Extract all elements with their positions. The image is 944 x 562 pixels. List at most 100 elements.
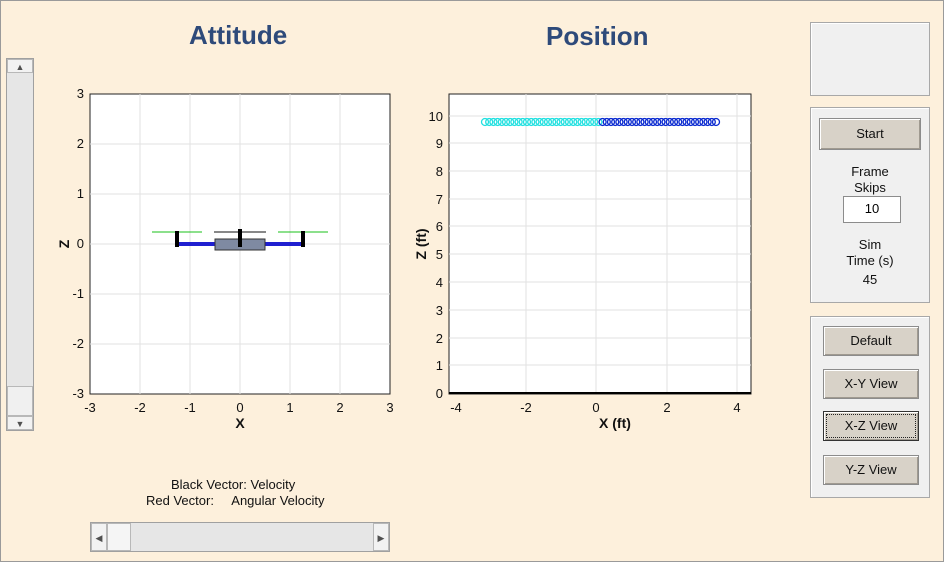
trail-marker: [699, 117, 708, 127]
trail-marker: [657, 117, 666, 127]
tick-label: -3: [84, 400, 96, 415]
tick-label: 4: [733, 400, 740, 415]
trail-marker: [480, 117, 490, 127]
trail-marker: [669, 117, 679, 127]
tick-label: 1: [436, 358, 443, 373]
trail-marker: [543, 117, 553, 127]
x-axis-label: X: [235, 415, 245, 431]
trail-marker: [493, 117, 502, 127]
legend-velocity: Black Vector: Velocity: [171, 477, 296, 492]
start-button[interactable]: Start: [819, 118, 921, 150]
tick-label: 3: [436, 303, 443, 318]
control-panel: Start Frame Skips 10 Sim Time (s) 45: [810, 107, 930, 303]
trail-marker: [497, 117, 506, 127]
tick-label: 8: [436, 164, 443, 179]
trail-marker: [653, 117, 662, 127]
tick-label: 1: [77, 186, 84, 201]
tick-label: 7: [436, 192, 443, 207]
trail-marker: [640, 117, 649, 127]
yz-view-button[interactable]: Y-Z View: [823, 455, 919, 485]
trail-marker: [577, 117, 586, 127]
frame-skips-label: Frame Skips: [851, 164, 889, 195]
tick-label: 6: [436, 219, 443, 234]
position-title: Position: [546, 21, 649, 51]
trail-marker: [556, 117, 565, 127]
scrollbar-thumb[interactable]: [7, 386, 33, 416]
arrow-right-icon[interactable]: ▶: [373, 523, 389, 551]
sim-time-value: 45: [862, 272, 878, 287]
trail-marker: [581, 117, 590, 127]
tick-label: 2: [77, 136, 84, 151]
tick-label: 4: [436, 275, 443, 290]
xz-view-button[interactable]: X-Z View: [823, 411, 919, 441]
trail-marker: [560, 117, 569, 127]
sim-time-label: Sim Time (s): [846, 237, 894, 268]
trail-marker: [606, 117, 616, 127]
tick-label: 3: [77, 86, 84, 101]
trail-marker: [665, 117, 674, 127]
trail-marker: [539, 117, 548, 127]
tick-label: 3: [386, 400, 393, 415]
trail-marker: [636, 117, 645, 127]
trail-marker: [573, 117, 582, 127]
xy-view-button[interactable]: X-Y View: [823, 369, 919, 399]
trail-marker: [674, 117, 683, 127]
tick-label: -1: [72, 286, 84, 301]
tick-label: -4: [450, 400, 462, 415]
trail-marker: [686, 117, 695, 127]
quadcopter-drawing: [152, 229, 328, 251]
trail-marker: [552, 117, 561, 127]
trail-marker: [569, 117, 578, 127]
trail-marker: [644, 117, 653, 127]
tick-label: 0: [436, 386, 443, 401]
trail-marker: [690, 117, 700, 127]
arrow-up-icon[interactable]: ▲: [7, 59, 33, 73]
trajectory-trail: [480, 117, 721, 127]
tick-label: 0: [592, 400, 599, 415]
trail-marker: [682, 117, 691, 127]
scrollbar-thumb[interactable]: [107, 523, 131, 551]
trail-marker: [485, 117, 494, 127]
tick-label: 0: [236, 400, 243, 415]
blank-panel: [810, 22, 930, 96]
trail-marker: [707, 117, 716, 127]
trail-marker: [661, 117, 670, 127]
trail-marker: [619, 117, 628, 127]
view-panel: Default X-Y View X-Z View Y-Z View: [810, 316, 930, 498]
trail-marker: [501, 117, 511, 127]
vertical-scrollbar[interactable]: ▲ ▼: [6, 58, 34, 431]
trail-marker: [548, 117, 557, 127]
frame-skips-input[interactable]: 10: [843, 196, 901, 223]
y-axis-label: Z: [56, 239, 72, 248]
trail-marker: [531, 117, 540, 127]
position-plot: -4 -2 0 2 4 10 9 8 7 6 5 4 3 2 1 0 X (ft…: [413, 93, 752, 431]
arrow-left-icon[interactable]: ◀: [91, 523, 107, 551]
tick-label: -3: [72, 386, 84, 401]
trail-marker: [627, 117, 637, 127]
trail-marker: [632, 117, 641, 127]
trail-marker: [518, 117, 527, 127]
trail-marker: [514, 117, 523, 127]
trail-marker: [703, 117, 712, 127]
y-axis-label: Z (ft): [413, 228, 429, 259]
trail-marker: [615, 117, 624, 127]
trail-marker: [489, 117, 498, 127]
tick-label: -1: [184, 400, 196, 415]
trail-marker: [611, 117, 620, 127]
tick-label: 9: [436, 136, 443, 151]
trail-marker: [695, 117, 704, 127]
tick-label: 0: [77, 236, 84, 251]
tick-label: -2: [520, 400, 532, 415]
trail-marker: [535, 117, 544, 127]
tick-label: 2: [336, 400, 343, 415]
trail-marker: [598, 117, 607, 127]
horizontal-scrollbar[interactable]: ◀ ▶: [90, 522, 390, 552]
default-view-button[interactable]: Default: [823, 326, 919, 356]
tick-label: 10: [429, 109, 443, 124]
trail-marker: [585, 117, 595, 127]
tick-label: 2: [436, 331, 443, 346]
legend-angular-velocity: Red Vector: Angular Velocity: [146, 493, 325, 508]
arrow-down-icon[interactable]: ▼: [7, 416, 33, 430]
tick-label: 2: [663, 400, 670, 415]
trail-marker: [594, 117, 603, 127]
